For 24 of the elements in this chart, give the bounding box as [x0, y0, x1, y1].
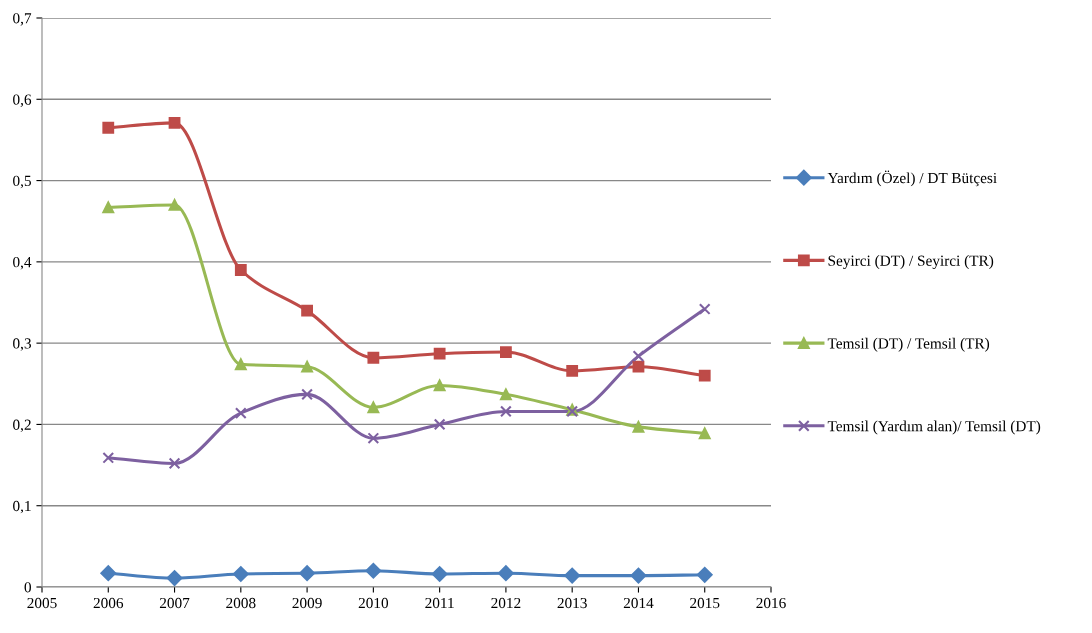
x-tick-label: 2010	[358, 597, 389, 609]
legend-label: Seyirci (DT) / Seyirci (TR)	[828, 255, 994, 269]
x-tick-label: 2016	[756, 597, 786, 609]
x-tick-label: 2015	[690, 597, 720, 609]
y-tick-label: 0,1	[13, 500, 31, 514]
x-tick-label: 2011	[425, 597, 454, 609]
y-tick-label: 0	[24, 582, 31, 593]
x-tick-label: 2007	[159, 597, 190, 609]
legend-label: Temsil (DT) / Temsil (TR)	[827, 337, 990, 352]
x-tick-label: 2013	[557, 597, 587, 609]
x-tick-label: 2014	[623, 597, 654, 609]
x-tick-label: 2009	[292, 597, 322, 609]
y-tick-label: 0,2	[13, 419, 31, 433]
y-tick-label: 0,7	[13, 13, 32, 26]
x-tick-label: 2006	[93, 597, 124, 609]
y-tick-label: 0,3	[13, 338, 31, 351]
y-tick-label: 0,6	[13, 94, 32, 107]
y-tick-label: 0,4	[13, 257, 32, 270]
x-tick-label: 2012	[491, 597, 521, 609]
x-tick-label: 2005	[27, 597, 57, 609]
y-tick-label: 0,5	[13, 175, 31, 189]
legend-label: Yardım (Özel) / DT Bütçesi	[827, 170, 997, 187]
x-tick-label: 2008	[226, 597, 256, 609]
legend-label: Temsil (Yardım alan)/ Temsil (DT)	[827, 420, 1041, 435]
